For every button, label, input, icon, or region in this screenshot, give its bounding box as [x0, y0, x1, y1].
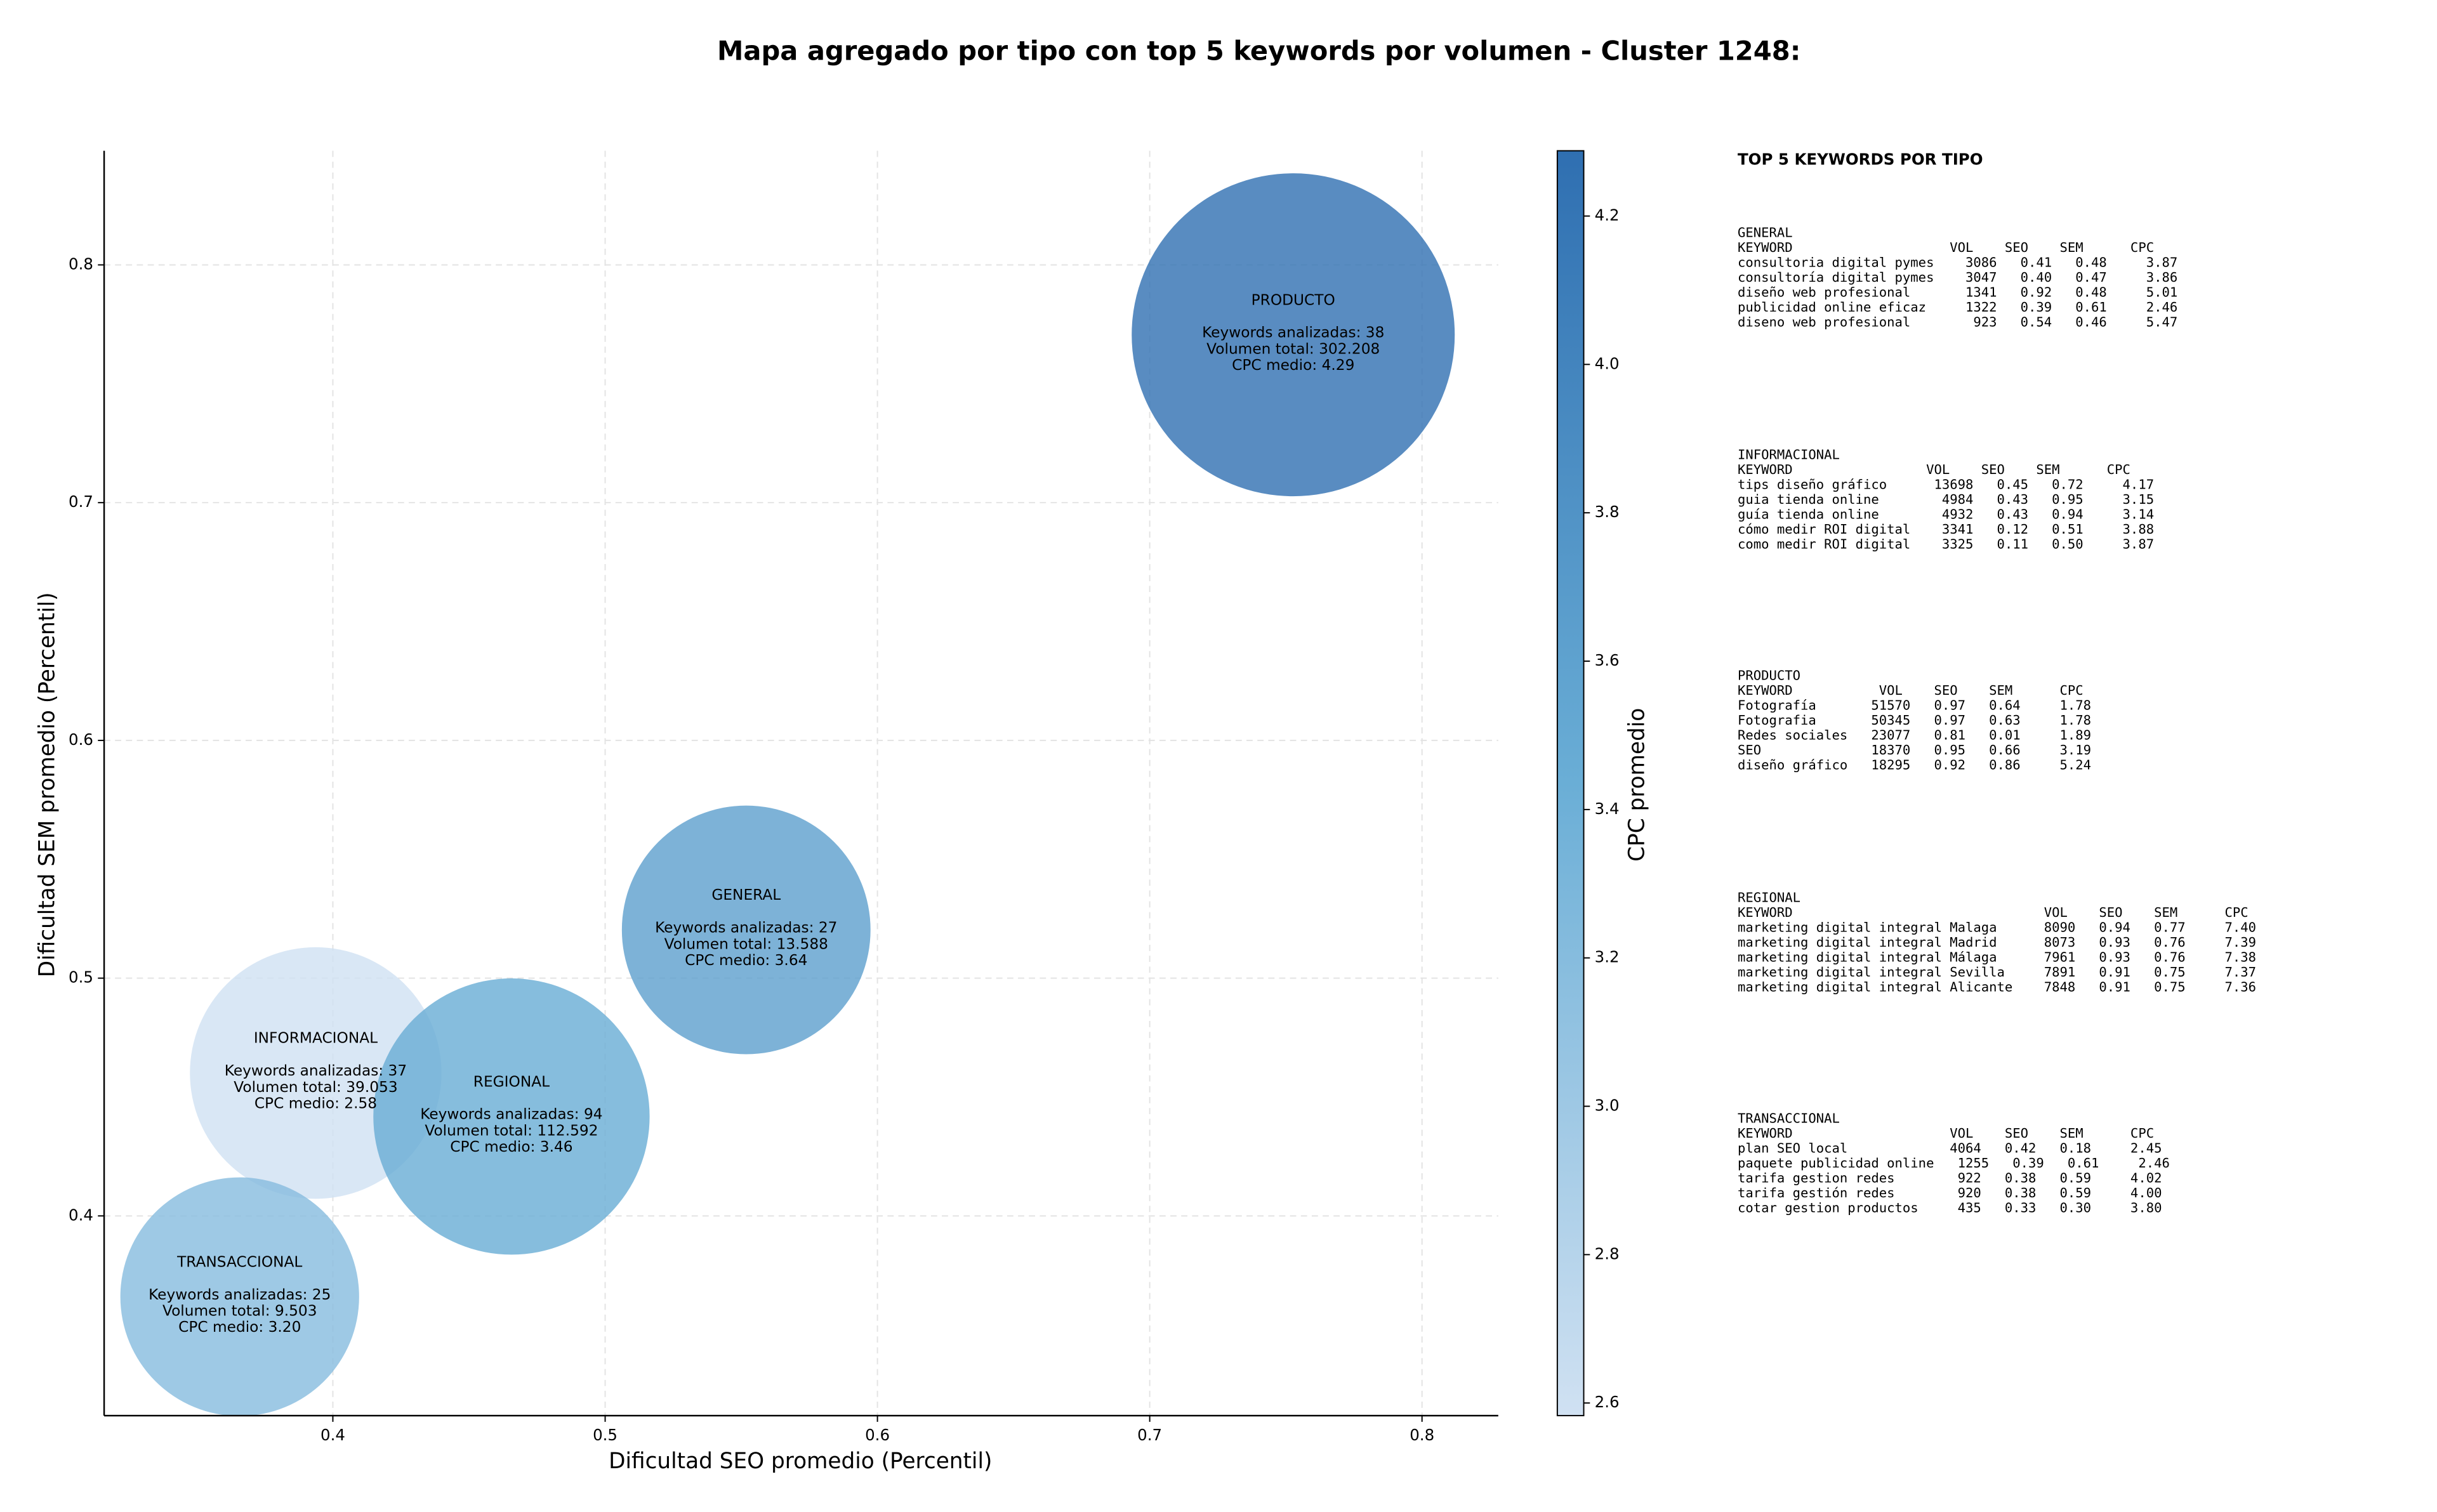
- bubble-annotation: CPC medio: 3.64: [685, 952, 807, 969]
- keyword-row: marketing digital integral Malaga 8090 0…: [1738, 920, 2256, 935]
- bubble-annotation: Volumen total: 302.208: [1206, 340, 1380, 357]
- section-header: KEYWORD VOL SEO SEM CPC: [1738, 1126, 2154, 1141]
- bubble-annotation: Volumen total: 39.053: [234, 1079, 397, 1096]
- y-tick-label: 0.6: [69, 730, 93, 749]
- bubble-annotation: CPC medio: 3.46: [450, 1138, 572, 1155]
- section-name: TRANSACCIONAL: [1738, 1110, 1840, 1126]
- colorbar-label: CPC promedio: [1625, 708, 1650, 862]
- bubble-annotation: Keywords analizadas: 38: [1202, 324, 1384, 341]
- keyword-row: marketing digital integral Alicante 7848…: [1738, 980, 2256, 995]
- bubble-annotation: Keywords analizadas: 25: [149, 1286, 331, 1303]
- colorbar-tick-label: 3.6: [1595, 651, 1620, 669]
- keyword-row: marketing digital integral Málaga 7961 0…: [1738, 950, 2256, 965]
- bubble-annotation: Volumen total: 112.592: [425, 1122, 598, 1139]
- bubble-annotation: Keywords analizadas: 94: [420, 1106, 602, 1123]
- bubble-annotation: CPC medio: 2.58: [254, 1095, 377, 1112]
- keyword-row: cotar gestion productos 435 0.33 0.30 3.…: [1738, 1200, 2162, 1215]
- section-name: PRODUCTO: [1738, 667, 1800, 683]
- colorbar-tick-label: 2.8: [1595, 1244, 1620, 1263]
- section-name: INFORMACIONAL: [1738, 447, 1840, 463]
- y-axis-label: Dificultad SEM promedio (Percentil): [34, 592, 60, 977]
- bubble: [120, 1177, 359, 1416]
- colorbar-tick-label: 4.2: [1595, 206, 1620, 225]
- y-tick-label: 0.4: [69, 1206, 93, 1224]
- bubble-annotation: Volumen total: 13.588: [664, 935, 828, 952]
- keyword-row: plan SEO local 4064 0.42 0.18 2.45: [1738, 1140, 2162, 1155]
- keyword-row: marketing digital integral Madrid 8073 0…: [1738, 935, 2256, 950]
- keyword-row: Redes sociales 23077 0.81 0.01 1.89: [1738, 727, 2091, 742]
- x-axis-label: Dificultad SEO promedio (Percentil): [609, 1449, 992, 1474]
- colorbar-tick-label: 2.6: [1595, 1393, 1620, 1411]
- keyword-row: diseño gráfico 18295 0.92 0.86 5.24: [1738, 757, 2091, 772]
- keyword-row: SEO 18370 0.95 0.66 3.19: [1738, 742, 2091, 758]
- keyword-row: marketing digital integral Sevilla 7891 …: [1738, 964, 2256, 980]
- section-name: REGIONAL: [1738, 890, 1800, 905]
- x-tick-label: 0.5: [593, 1426, 618, 1444]
- section-header: KEYWORD VOL SEO SEM CPC: [1738, 683, 2084, 698]
- bubble-name: TRANSACCIONAL: [176, 1253, 302, 1270]
- keyword-row: diseño web profesional 1341 0.92 0.48 5.…: [1738, 284, 2177, 299]
- keyword-row: tarifa gestión redes 920 0.38 0.59 4.00: [1738, 1185, 2162, 1200]
- colorbar-tick-label: 3.2: [1595, 948, 1620, 966]
- bubbles: [120, 173, 1455, 1416]
- keyword-row: Fotografia 50345 0.97 0.63 1.78: [1738, 713, 2091, 728]
- colorbar-tick-label: 4.0: [1595, 354, 1620, 372]
- y-tick-label: 0.5: [69, 968, 93, 987]
- colorbar: [1556, 150, 1585, 1417]
- x-tick-label: 0.8: [1410, 1426, 1434, 1444]
- keyword-row: tips diseño gráfico 13698 0.45 0.72 4.17: [1738, 477, 2154, 492]
- keyword-row: paquete publicidad online 1255 0.39 0.61…: [1738, 1155, 2170, 1171]
- colorbar-tick-label: 3.0: [1595, 1096, 1620, 1115]
- section-header: KEYWORD VOL SEO SEM CPC: [1738, 240, 2154, 255]
- x-tick-label: 0.4: [320, 1426, 345, 1444]
- bubble: [1132, 173, 1455, 497]
- y-tick-label: 0.7: [69, 492, 93, 511]
- keyword-row: como medir ROI digital 3325 0.11 0.50 3.…: [1738, 537, 2154, 552]
- bubble-annotation: Volumen total: 9.503: [162, 1303, 317, 1320]
- bubble: [373, 978, 650, 1255]
- bubble-name: GENERAL: [711, 886, 781, 904]
- keyword-row: diseno web profesional 923 0.54 0.46 5.4…: [1738, 314, 2177, 329]
- keyword-row: guía tienda online 4932 0.43 0.94 3.14: [1738, 507, 2154, 522]
- bubble-annotation: Keywords analizadas: 27: [655, 919, 837, 937]
- x-tick-label: 0.6: [865, 1426, 890, 1444]
- section-name: GENERAL: [1738, 225, 1793, 240]
- section-header: KEYWORD VOL SEO SEM CPC: [1738, 905, 2249, 920]
- bubble-annotation: CPC medio: 4.29: [1232, 357, 1354, 374]
- chart-title: Mapa agregado por tipo con top 5 keyword…: [717, 35, 1800, 66]
- keyword-row: publicidad online eficaz 1322 0.39 0.61 …: [1738, 299, 2177, 315]
- bubble-annotation: CPC medio: 3.20: [178, 1318, 301, 1336]
- colorbar-tick-label: 3.8: [1595, 503, 1620, 521]
- panel-title: TOP 5 KEYWORDS POR TIPO: [1738, 150, 1983, 168]
- bubble-name: REGIONAL: [473, 1073, 550, 1090]
- bubble-annotation: Keywords analizadas: 37: [225, 1062, 407, 1079]
- keyword-row: tarifa gestion redes 922 0.38 0.59 4.02: [1738, 1170, 2162, 1185]
- y-tick-label: 0.8: [69, 254, 93, 273]
- colorbar-tick-label: 3.4: [1595, 799, 1620, 818]
- bubble: [621, 805, 871, 1055]
- keyword-row: guia tienda online 4984 0.43 0.95 3.15: [1738, 492, 2154, 507]
- section-header: KEYWORD VOL SEO SEM CPC: [1738, 462, 2130, 477]
- bubble-name: PRODUCTO: [1252, 291, 1335, 308]
- keyword-row: consultoria digital pymes 3086 0.41 0.48…: [1738, 254, 2177, 270]
- keyword-row: cómo medir ROI digital 3341 0.12 0.51 3.…: [1738, 522, 2154, 537]
- bubble-name: INFORMACIONAL: [254, 1030, 378, 1047]
- x-tick-label: 0.7: [1137, 1426, 1162, 1444]
- keyword-row: Fotografía 51570 0.97 0.64 1.78: [1738, 697, 2091, 713]
- keyword-row: consultoría digital pymes 3047 0.40 0.47…: [1738, 270, 2177, 285]
